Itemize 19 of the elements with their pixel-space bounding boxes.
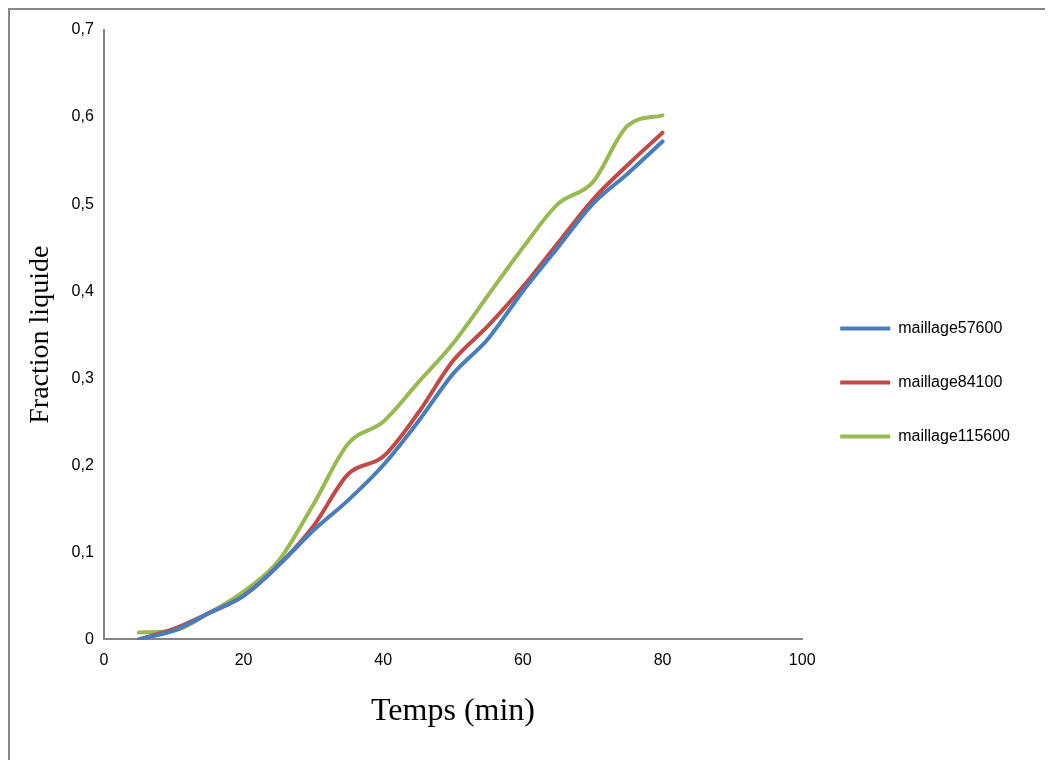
x-tick-label: 0 [99,651,109,669]
x-tick-label: 100 [788,651,816,669]
y-tick-label: 0,5 [71,194,94,212]
legend-label: maillage84100 [898,372,1003,390]
y-tick-label: 0,6 [71,107,94,125]
y-tick-label: 0 [84,629,94,647]
y-tick-label: 0,3 [71,368,94,386]
x-tick-label: 40 [374,651,393,669]
y-tick-label: 0,4 [71,281,94,299]
x-tick-label: 80 [653,651,672,669]
x-tick-label: 20 [234,651,253,669]
y-tick-label: 0,2 [71,455,94,473]
x-tick-label: 60 [513,651,532,669]
legend-label: maillage57600 [898,318,1003,336]
y-axis-title: Fraction liquide [23,245,55,424]
y-tick-label: 0,7 [71,20,94,38]
y-tick-label: 0,1 [71,542,94,560]
legend-label: maillage115600 [898,426,1011,444]
x-axis-title: Temps (min) [371,691,535,728]
